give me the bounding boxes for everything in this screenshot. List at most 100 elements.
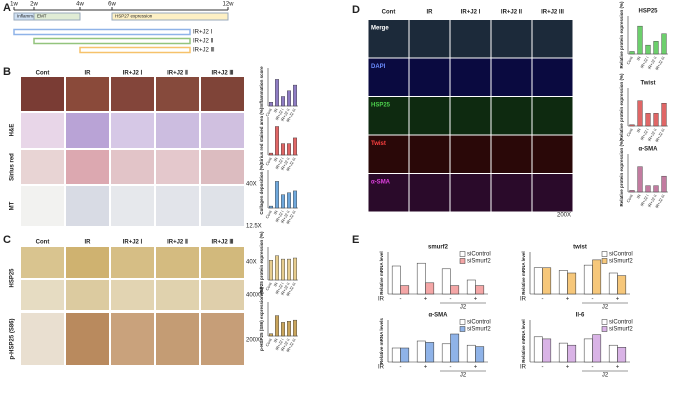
ir-label: IR bbox=[520, 297, 527, 303]
x-tick-label: IR bbox=[272, 209, 278, 215]
column-label: IR+J2 Ⅰ bbox=[123, 239, 143, 246]
bar bbox=[542, 267, 552, 295]
panel-label: D bbox=[352, 4, 360, 16]
bar bbox=[558, 342, 568, 363]
phase-label: EMT bbox=[37, 14, 47, 19]
x-tick-label: IR+J2 II bbox=[280, 157, 291, 172]
week-label: 2w bbox=[30, 2, 38, 8]
legend-label: siSmurf2 bbox=[609, 259, 633, 265]
bar bbox=[281, 96, 286, 107]
group-label: IR+J2 Ⅰ bbox=[193, 30, 213, 36]
x-tick-label: - bbox=[542, 365, 544, 371]
column-label: Cont bbox=[36, 71, 50, 77]
fluorescence-image bbox=[450, 97, 491, 135]
micrograph bbox=[111, 113, 154, 148]
x-tick-label: IR+J2 I bbox=[274, 108, 285, 122]
bar bbox=[466, 344, 476, 363]
x-tick-label: + bbox=[616, 297, 620, 303]
bar bbox=[475, 285, 485, 295]
column-label: Cont bbox=[382, 10, 396, 16]
ir-label: IR bbox=[520, 365, 527, 371]
chart-title: HSP25 bbox=[638, 9, 658, 15]
treatment-bar bbox=[13, 28, 191, 36]
bar bbox=[425, 282, 435, 295]
x-tick-label: IR+J2 I bbox=[639, 56, 650, 70]
bar bbox=[583, 264, 593, 295]
bar bbox=[275, 181, 280, 209]
bar bbox=[275, 315, 280, 337]
fluorescence-image bbox=[491, 174, 532, 212]
x-tick-label: - bbox=[450, 365, 452, 371]
bar bbox=[425, 342, 435, 363]
y-axis-label: Relative mRNA levels bbox=[379, 318, 384, 364]
x-tick-label: IR+J2 I bbox=[274, 282, 285, 296]
x-tick-label: IR+J2 III bbox=[285, 210, 297, 226]
bar bbox=[441, 268, 451, 295]
micrograph bbox=[111, 280, 154, 310]
week-label: 6w bbox=[108, 2, 116, 8]
bar bbox=[608, 272, 618, 295]
x-tick-label: IR+J2 III bbox=[285, 338, 297, 354]
fluorescence-image bbox=[450, 58, 491, 96]
x-tick-label: IR+J2 II bbox=[647, 194, 658, 209]
bar bbox=[287, 321, 292, 337]
micrograph bbox=[156, 150, 199, 184]
chart-title: twist bbox=[573, 245, 587, 251]
column-label: IR+J2 Ⅱ bbox=[167, 70, 188, 77]
bar bbox=[645, 44, 651, 55]
x-tick-label: IR bbox=[272, 107, 278, 113]
y-axis-label: Relative mRNA level bbox=[521, 319, 526, 362]
bar bbox=[293, 319, 298, 337]
y-axis-label: Relative protein expression (%) bbox=[619, 73, 624, 141]
bar bbox=[661, 33, 667, 55]
micrograph bbox=[201, 280, 244, 310]
micrograph bbox=[66, 150, 109, 184]
bar bbox=[466, 279, 476, 295]
bar bbox=[475, 346, 485, 363]
fluorescence-image bbox=[491, 20, 532, 58]
x-tick-label: + bbox=[424, 365, 428, 371]
bar bbox=[287, 192, 292, 209]
x-tick-label: IR bbox=[635, 127, 641, 133]
micrograph bbox=[111, 313, 154, 365]
bar bbox=[592, 334, 602, 363]
legend-label: siSmurf2 bbox=[609, 327, 633, 333]
treatment-bar bbox=[33, 37, 191, 45]
micrograph bbox=[156, 280, 199, 310]
x-tick-label: IR+J2 II bbox=[280, 210, 291, 225]
row-label: HSP25 bbox=[371, 103, 391, 109]
bar bbox=[416, 340, 426, 363]
y-axis-label: Relative mRNA level bbox=[379, 251, 384, 294]
micrograph bbox=[66, 280, 109, 310]
micrograph bbox=[66, 113, 109, 148]
x-tick-label: Cont bbox=[625, 127, 634, 138]
bar bbox=[275, 255, 280, 281]
ir-label: IR bbox=[378, 365, 385, 371]
j2-label: J2 bbox=[460, 305, 467, 311]
row-label: α-SMA bbox=[371, 180, 391, 186]
bar bbox=[629, 124, 635, 127]
row-label: Sirius red bbox=[10, 153, 16, 181]
bar bbox=[533, 336, 543, 363]
legend-swatch bbox=[601, 258, 608, 264]
micrograph bbox=[156, 113, 199, 148]
x-tick-label: - bbox=[542, 297, 544, 303]
x-tick-label: + bbox=[566, 297, 570, 303]
y-axis-label: Sirius red stained area (%) bbox=[259, 107, 264, 164]
bar bbox=[637, 166, 643, 193]
legend-swatch bbox=[459, 251, 466, 257]
bar bbox=[542, 338, 552, 363]
micrograph bbox=[111, 77, 154, 111]
phase-label: HSP27 expression bbox=[115, 14, 153, 19]
micrograph bbox=[111, 186, 154, 226]
bar bbox=[269, 260, 274, 281]
bar bbox=[281, 143, 286, 156]
bar bbox=[269, 101, 274, 107]
row-label: HSP25 bbox=[10, 268, 16, 288]
bar bbox=[450, 333, 460, 363]
bar bbox=[567, 272, 577, 295]
micrograph bbox=[201, 186, 244, 226]
magnification: 200X bbox=[246, 338, 260, 344]
bar bbox=[281, 322, 286, 337]
